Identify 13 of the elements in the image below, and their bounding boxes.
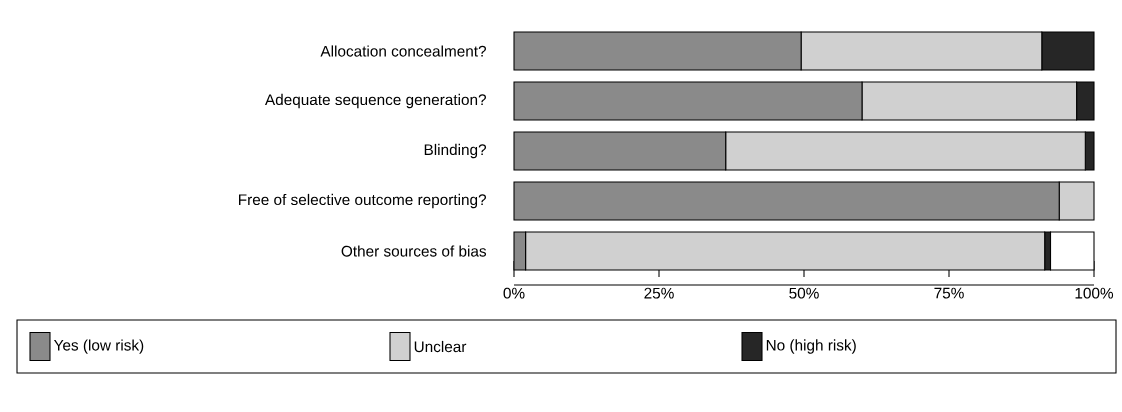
y-tick-label: Adequate sequence generation? bbox=[264, 93, 486, 109]
y-tick-label: Other sources of bias bbox=[341, 245, 487, 257]
x-tick-label: 0% bbox=[503, 287, 525, 299]
x-tick-label: 25% bbox=[644, 287, 674, 299]
y-tick-label: Allocation concealment? bbox=[320, 45, 486, 57]
legend-label: No (high risk) bbox=[766, 339, 856, 354]
y-tick-label: Free of selective outcome reporting? bbox=[239, 193, 487, 209]
x-tick-label: 100% bbox=[1075, 287, 1114, 299]
legend-label: Yes (low risk) bbox=[53, 339, 144, 354]
legend-label: Unclear bbox=[414, 340, 467, 353]
x-tick-label: 50% bbox=[789, 287, 819, 299]
x-tick-label: 75% bbox=[934, 287, 964, 299]
y-tick-label: Blinding? bbox=[424, 143, 487, 159]
